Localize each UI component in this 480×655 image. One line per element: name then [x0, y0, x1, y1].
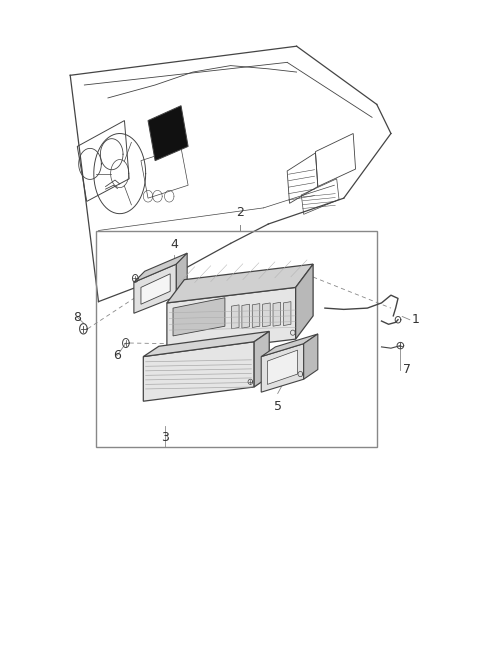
Polygon shape — [261, 334, 318, 356]
Polygon shape — [167, 264, 313, 303]
Polygon shape — [176, 253, 187, 297]
Text: 4: 4 — [170, 238, 178, 252]
Polygon shape — [252, 303, 260, 328]
Text: 3: 3 — [161, 431, 168, 444]
Polygon shape — [134, 253, 187, 282]
Bar — [96, 231, 377, 447]
Polygon shape — [134, 264, 176, 313]
Text: 2: 2 — [236, 206, 244, 219]
Polygon shape — [263, 303, 270, 327]
Polygon shape — [261, 344, 304, 392]
Text: 8: 8 — [73, 310, 81, 324]
Polygon shape — [242, 304, 250, 328]
Polygon shape — [304, 334, 318, 379]
Polygon shape — [254, 331, 269, 387]
Polygon shape — [231, 305, 239, 329]
Polygon shape — [267, 350, 298, 384]
Polygon shape — [148, 105, 188, 160]
Text: 6: 6 — [113, 349, 121, 362]
Polygon shape — [144, 342, 254, 402]
Polygon shape — [173, 298, 225, 336]
Polygon shape — [167, 288, 296, 354]
Polygon shape — [144, 331, 269, 356]
Text: 1: 1 — [412, 313, 420, 326]
Polygon shape — [283, 302, 291, 326]
Text: 5: 5 — [274, 400, 282, 413]
Text: 7: 7 — [403, 363, 411, 376]
Polygon shape — [296, 264, 313, 339]
Polygon shape — [273, 302, 281, 326]
Polygon shape — [141, 274, 170, 304]
